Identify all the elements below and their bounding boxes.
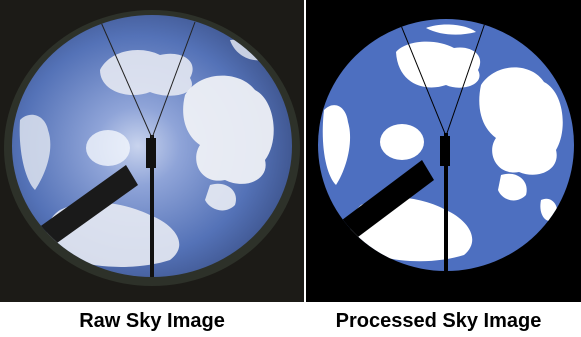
processed-sky-image-panel (306, 0, 581, 302)
processed-sky-image-caption: Processed Sky Image (335, 310, 542, 332)
processed-sky-image (306, 0, 581, 302)
raw-sky-image (0, 0, 304, 302)
raw-sky-image-panel (0, 0, 304, 302)
raw-sky-image-caption: Raw Sky Image (79, 310, 225, 332)
